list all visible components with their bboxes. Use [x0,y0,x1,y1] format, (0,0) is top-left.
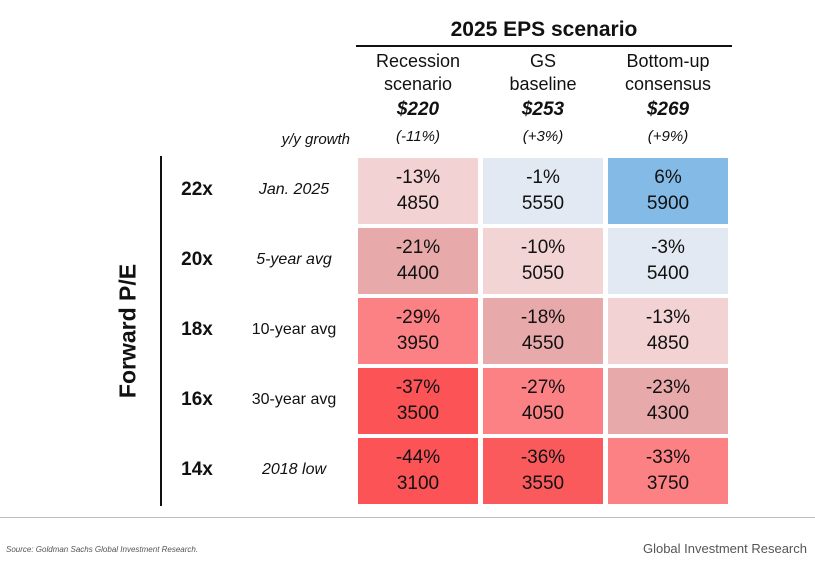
cell-index-level: 4550 [521,333,565,354]
cell-index-level: 3750 [646,473,690,494]
column-growth: (+3%) [522,128,564,145]
cell-index-level: 5400 [646,263,690,284]
pe-multiple-label: 18x [181,319,213,340]
cell-return-pct: -37% [395,377,441,398]
cell-return-pct: -21% [395,237,441,258]
column-name-line1: Bottom-up [626,51,710,71]
scenario-cell: -37% 3500 [358,368,478,434]
column-growth: (-11%) [396,128,440,145]
scenario-cell: -1% 5550 [483,158,603,224]
cell-index-level: 5050 [521,263,565,284]
cell-index-level: 4300 [646,403,690,424]
cell-return-pct: -13% [645,307,691,328]
scenario-cell: 6% 5900 [608,158,728,224]
cell-index-level: 3550 [521,473,565,494]
cell-index-level: 5900 [646,193,690,214]
column-eps: $269 [646,99,690,120]
scenario-cell: -44% 3100 [358,438,478,504]
table-title: 2025 EPS scenario [450,18,638,41]
column-header: Bottom-up consensus $269 (+9%) [605,50,731,148]
row-axis-label: Forward P/E [114,263,141,399]
cell-return-pct: -10% [520,237,566,258]
scenario-cell: -23% 4300 [608,368,728,434]
cell-index-level: 3100 [396,473,440,494]
column-name-line1: GS [529,51,556,71]
pe-multiple-label: 14x [181,459,213,480]
column-header: GS baseline $253 (+3%) [480,50,606,148]
brand-label: Global Investment Research [642,541,807,556]
pe-multiple-label: 16x [181,389,213,410]
row-axis-line [160,156,162,506]
cell-index-level: 3500 [396,403,440,424]
cell-index-level: 3950 [396,333,440,354]
scenario-cell: -3% 5400 [608,228,728,294]
cell-index-level: 4400 [396,263,440,284]
scenario-cell: -27% 4050 [483,368,603,434]
footer-divider [0,517,815,518]
cell-return-pct: -29% [395,307,441,328]
cell-return-pct: -3% [651,237,685,258]
cell-return-pct: -23% [645,377,691,398]
cell-return-pct: -27% [520,377,566,398]
column-header: Recession scenario $220 (-11%) [355,50,481,148]
scenario-cell: -21% 4400 [358,228,478,294]
scenario-cell: -33% 3750 [608,438,728,504]
growth-row-label: y/y growth [281,131,350,148]
column-eps: $220 [396,99,440,120]
pe-multiple-label: 22x [181,179,213,200]
cell-index-level: 5550 [521,193,565,214]
scenario-cell: -10% 5050 [483,228,603,294]
cell-return-pct: 6% [654,167,682,188]
cell-return-pct: -33% [645,447,691,468]
scenario-cell: -29% 3950 [358,298,478,364]
cell-return-pct: -36% [520,447,566,468]
cell-return-pct: -18% [520,307,566,328]
column-name-line2: baseline [509,74,577,94]
column-eps: $253 [521,99,565,120]
scenario-cell: -18% 4550 [483,298,603,364]
cell-return-pct: -44% [395,447,441,468]
scenario-cell: -13% 4850 [608,298,728,364]
cell-return-pct: -13% [395,167,441,188]
cell-index-level: 4050 [521,403,565,424]
pe-description-label: 2018 low [261,461,327,478]
cell-index-level: 4850 [396,193,440,214]
pe-description-label: 30-year avg [251,391,337,408]
title-underline [356,45,732,47]
cell-index-level: 4850 [646,333,690,354]
pe-description-label: 10-year avg [251,321,337,338]
column-name-line2: scenario [383,74,453,94]
cell-return-pct: -1% [526,167,560,188]
column-growth: (+9%) [647,128,689,145]
column-name-line2: consensus [624,74,712,94]
scenario-cell: -13% 4850 [358,158,478,224]
pe-description-label: Jan. 2025 [258,181,330,198]
source-note: Source: Goldman Sachs Global Investment … [6,545,199,554]
pe-description-label: 5-year avg [256,251,332,268]
column-name-line1: Recession [375,51,461,71]
scenario-cell: -36% 3550 [483,438,603,504]
pe-multiple-label: 20x [181,249,213,270]
